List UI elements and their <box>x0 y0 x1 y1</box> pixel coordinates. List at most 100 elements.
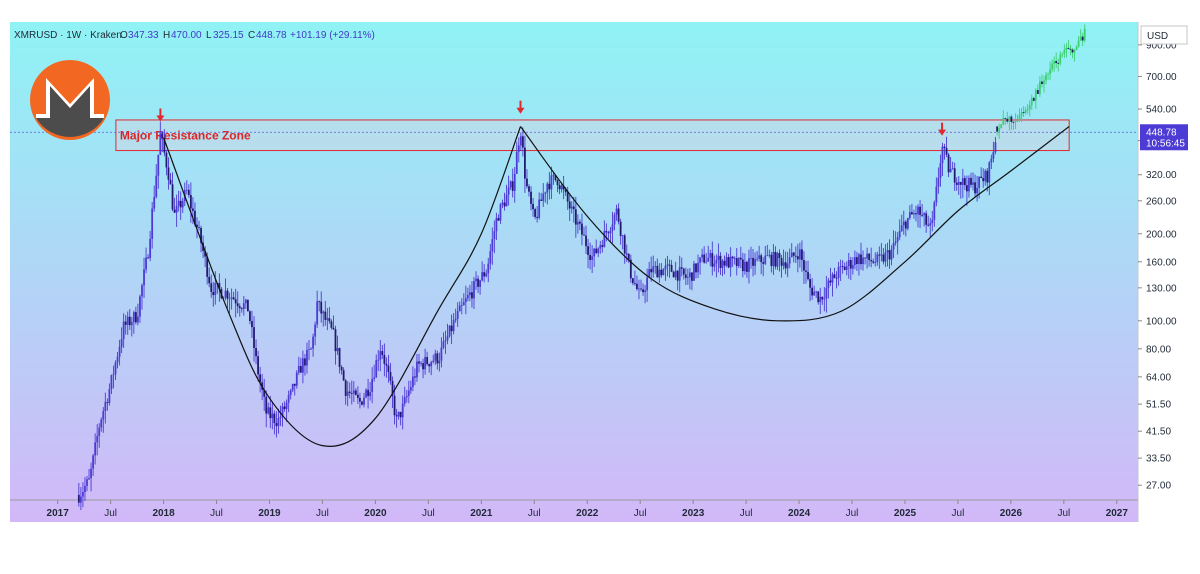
candle-body <box>615 208 618 215</box>
candle-body <box>978 176 981 188</box>
candle-body <box>120 339 123 347</box>
candle-body <box>242 303 245 309</box>
projected-candle-body <box>1002 118 1005 125</box>
candle-body <box>226 290 229 299</box>
candle-body <box>318 301 321 303</box>
candle-body <box>970 177 972 185</box>
candle-body <box>179 200 182 208</box>
candle-body <box>456 311 459 319</box>
candle-body <box>544 192 547 194</box>
candle-body <box>316 301 319 325</box>
candle-body <box>585 235 587 247</box>
candle-body <box>835 277 838 279</box>
candle-body <box>407 390 410 396</box>
candle-body <box>984 170 987 182</box>
candle-body <box>968 177 970 192</box>
candle-body <box>538 199 541 218</box>
resistance-zone-box <box>115 119 1070 152</box>
candle-body <box>678 267 681 281</box>
candle-body <box>554 175 557 181</box>
candle-body <box>847 260 850 267</box>
projected-candle-body <box>1079 36 1082 41</box>
candle-body <box>517 145 520 152</box>
candle-body <box>953 168 956 183</box>
time-axis[interactable]: 2017 Jul 2018 Jul 2019 Jul 2020 Jul 2021 Jul 2022 J… <box>47 500 1129 519</box>
candle-body <box>601 245 604 247</box>
candle-body <box>466 295 469 299</box>
candle-body <box>809 279 811 288</box>
candle-body <box>819 296 822 303</box>
candle-body <box>460 305 463 306</box>
candle-body <box>196 224 198 228</box>
candle-body <box>921 214 923 216</box>
candle-body <box>189 195 192 209</box>
candle-body <box>393 395 396 416</box>
candle-body <box>904 221 907 229</box>
candle-body <box>249 311 251 322</box>
candle-body <box>130 322 133 326</box>
candle-body <box>670 264 673 272</box>
candle-body <box>177 200 180 206</box>
candle-body <box>346 391 349 396</box>
candle-body <box>161 133 164 139</box>
candle-body <box>86 479 88 487</box>
candle-body <box>733 258 736 259</box>
y-tick-label: 540.00 <box>1146 105 1177 116</box>
bar-countdown: 10:56:45 <box>1146 138 1185 149</box>
candle-body <box>623 235 626 254</box>
candle-body <box>128 316 131 326</box>
candle-body <box>291 383 294 391</box>
projected-candle-body <box>998 128 1001 132</box>
candle-body <box>477 278 479 287</box>
candle-body <box>149 238 152 258</box>
candle-body <box>275 423 278 427</box>
candle-body <box>579 221 581 224</box>
y-tick-label: 320.00 <box>1146 170 1177 181</box>
candle-body <box>990 158 993 163</box>
candle-body <box>701 254 704 258</box>
candle-body <box>841 266 844 268</box>
candle-body <box>495 218 498 232</box>
projected-candle-body <box>1030 97 1033 106</box>
candle-body <box>287 395 290 403</box>
candle-body <box>770 254 773 267</box>
x-tick-label: Jul <box>952 508 965 519</box>
projected-candle-body <box>1022 112 1025 113</box>
candle-body <box>725 257 728 266</box>
arrow-head <box>938 129 947 136</box>
candle-body <box>750 257 752 259</box>
candle-body <box>352 390 355 394</box>
candle-body <box>613 214 616 225</box>
projected-candle-body <box>1071 49 1074 53</box>
candle-body <box>359 397 361 402</box>
x-tick-label: 2018 <box>152 508 175 519</box>
candle-body <box>528 186 530 192</box>
candle-body <box>444 340 447 342</box>
candle-body <box>627 253 630 260</box>
candle-body <box>411 376 414 388</box>
candle-body <box>908 212 911 218</box>
candle-body <box>361 401 363 405</box>
currency-selector[interactable] <box>1140 25 1188 45</box>
candle-body <box>886 250 889 253</box>
candle-body <box>519 136 522 146</box>
candle-body <box>574 209 577 225</box>
candle-body <box>185 189 188 191</box>
projected-candle-body <box>1065 47 1068 51</box>
candle-body <box>448 325 451 337</box>
candle-body <box>597 248 600 254</box>
candle-body <box>104 402 107 412</box>
projected-candle-body <box>1028 105 1031 110</box>
candle-body <box>479 280 482 287</box>
x-tick-label: 2023 <box>682 508 705 519</box>
candle-body <box>874 262 877 263</box>
candle-body <box>401 403 404 418</box>
candle-body <box>609 230 612 234</box>
candle-body <box>267 407 270 414</box>
down-arrow-icon <box>516 100 525 114</box>
candle-body <box>900 225 903 231</box>
candle-body <box>813 291 816 296</box>
candle-body <box>263 389 266 397</box>
candle-body <box>790 252 793 258</box>
candle-body <box>350 393 353 394</box>
